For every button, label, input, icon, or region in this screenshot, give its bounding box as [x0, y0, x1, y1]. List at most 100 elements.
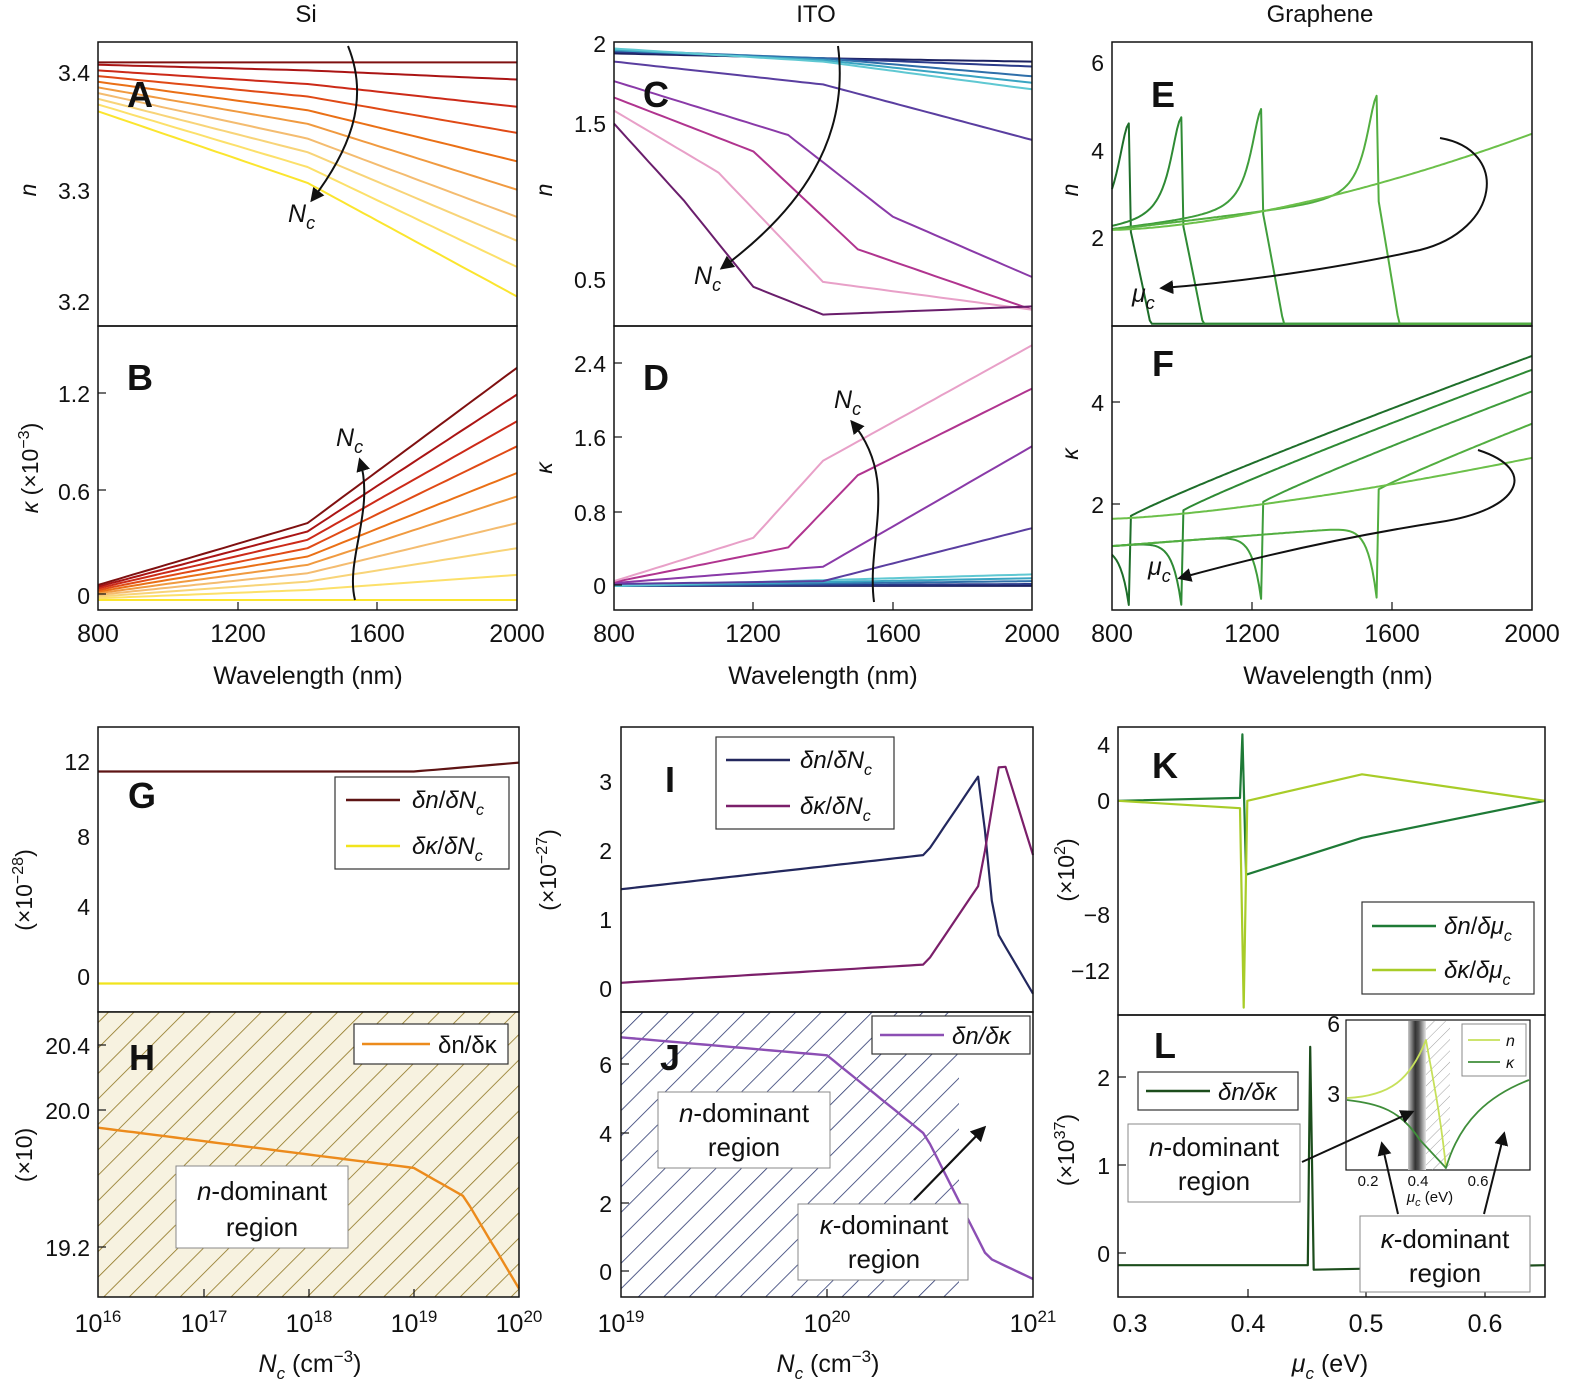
- d-ytick-0: 0: [593, 573, 606, 599]
- c-series-5: [613, 60, 1033, 141]
- f-annotation: μc: [1147, 553, 1171, 586]
- panel-c: C 2 1.5 0.5 n Nc: [531, 31, 1033, 327]
- a-series-6: [97, 92, 518, 218]
- k-ylabel: (×102): [1052, 838, 1079, 901]
- i-ytick-3: 3: [599, 769, 612, 795]
- h-ylabel: (×10): [11, 1128, 37, 1182]
- i-ytick-2: 2: [599, 838, 612, 864]
- l-inset-ytick-3: 3: [1327, 1081, 1340, 1107]
- l-region-k-line1: κ-dominant: [1381, 1224, 1510, 1254]
- j-ytick-6: 6: [599, 1052, 612, 1078]
- panel-c-label: C: [643, 74, 669, 115]
- a-series-9: [97, 110, 518, 298]
- b-ytick-1.2: 1.2: [58, 381, 90, 407]
- j-region-n-line2: region: [708, 1132, 780, 1162]
- c-series-9: [613, 122, 1033, 316]
- b-xtick-800: 800: [77, 620, 119, 648]
- f-xtick-2000: 2000: [1504, 620, 1560, 648]
- panel-l-frame: [1117, 1014, 1546, 1298]
- c-ytick-0.5: 0.5: [574, 267, 606, 293]
- g-legend-dn: δn/δNc: [412, 787, 484, 819]
- l-xtick-0.6: 0.6: [1468, 1310, 1503, 1338]
- g-ytick-0: 0: [77, 964, 90, 990]
- c-series-8: [613, 109, 1033, 311]
- h-region-line1: n-dominant: [197, 1176, 328, 1206]
- c-series-6: [613, 80, 1033, 278]
- d-ytick-1.6: 1.6: [574, 425, 606, 451]
- e-ytick-2: 2: [1091, 225, 1104, 251]
- h-ytick-20.4: 20.4: [45, 1033, 90, 1059]
- a-annotation: Nc: [288, 200, 315, 233]
- b-ytick-0: 0: [77, 583, 90, 609]
- j-region-k-line2: region: [848, 1244, 920, 1274]
- f-series-4: [1112, 456, 1533, 520]
- panel-f: F 4 2 κ μc 800 1200 1600 2000 Wavelength…: [1057, 325, 1560, 690]
- a-series-8: [97, 103, 518, 268]
- panel-l: L 2 1 0 (×1037) δn/δκ n-dominant region …: [1052, 1011, 1546, 1383]
- panel-j-label: J: [660, 1037, 680, 1078]
- i-ytick-1: 1: [599, 907, 612, 933]
- a-arrow: [310, 45, 359, 203]
- k-ytick--12: −12: [1071, 958, 1110, 984]
- l-inset-xtick-0.4: 0.4: [1408, 1173, 1429, 1190]
- c-series-7: [613, 96, 1033, 311]
- l-xtick-0.5: 0.5: [1349, 1310, 1384, 1338]
- g-legend-dk: δκ/δNc: [412, 833, 483, 865]
- k-legend-dk: δκ/δμc: [1444, 957, 1511, 989]
- a-series-7: [97, 97, 518, 242]
- f-xtick-1200: 1200: [1224, 620, 1280, 648]
- b-series-4: [97, 495, 518, 595]
- l-inset-lines: [1346, 1039, 1530, 1169]
- l-ytick-1: 1: [1097, 1153, 1110, 1179]
- panel-k: K 4 0 −8 −12 (×102) δn/δμc δκ/δμc: [1052, 726, 1546, 1016]
- panel-f-frame: [1111, 325, 1533, 611]
- l-region-n-box: [1127, 1123, 1301, 1203]
- l-region-k-box: [1359, 1215, 1531, 1293]
- l-ytick-2: 2: [1097, 1065, 1110, 1091]
- h-ytick-19.2: 19.2: [45, 1235, 90, 1261]
- panel-j: J 6 4 2 0 δn/δκ n-dominant region κ-domi…: [598, 1011, 1056, 1383]
- h-xtick-1e18: 1018: [286, 1307, 333, 1338]
- c-ylabel: n: [531, 184, 557, 197]
- panel-d-lines: [613, 344, 1033, 610]
- e-ytick-4: 4: [1091, 138, 1104, 164]
- e-ytick-6: 6: [1091, 50, 1104, 76]
- b-xtick-1200: 1200: [210, 620, 266, 648]
- l-ytick-0: 0: [1097, 1241, 1110, 1267]
- i-series-1: [620, 765, 1035, 984]
- d-xtick-2000: 2000: [1004, 620, 1060, 648]
- d-ytick-0.8: 0.8: [574, 500, 606, 526]
- panel-i: I 3 2 1 0 (×10−27) δn/δNc δκ/δNc: [534, 726, 1035, 1013]
- e-annotation: μc: [1131, 280, 1155, 313]
- d-ytick-2.4: 2.4: [574, 351, 606, 377]
- a-ytick-3.4: 3.4: [58, 60, 90, 86]
- a-series-1: [97, 63, 518, 81]
- panel-c-lines: [613, 47, 1033, 316]
- b-series-2: [97, 547, 518, 598]
- panel-i-label: I: [665, 759, 675, 800]
- panel-l-label: L: [1154, 1025, 1176, 1066]
- l-arrow-k1: [1377, 1141, 1399, 1215]
- h-xtick-1e20: 1020: [496, 1307, 543, 1338]
- h-region-box: [175, 1165, 349, 1249]
- l-inset: 6 3 0.2 0.4 0.6 μc (eV) n κ: [1327, 1011, 1531, 1209]
- panel-a-label: A: [127, 74, 153, 115]
- l-inset-xtick-0.2: 0.2: [1358, 1173, 1379, 1190]
- e-series-4: [1112, 132, 1533, 231]
- c-arrow: [719, 45, 841, 270]
- g-ytick-12: 12: [64, 749, 90, 775]
- panel-a-lines: [97, 61, 518, 298]
- panel-g-label: G: [128, 775, 156, 816]
- b-arrow: [351, 457, 370, 601]
- b-annotation: Nc: [336, 424, 363, 457]
- f-ytick-2: 2: [1091, 492, 1104, 518]
- panel-b-lines: [97, 366, 518, 610]
- panel-h: H 20.4 20.0 19.2 (×10) δn/δκ n-dominant …: [11, 1011, 543, 1383]
- b-series-9: [97, 366, 518, 586]
- f-xtick-800: 800: [1091, 620, 1133, 648]
- b-series-6: [97, 445, 518, 591]
- panel-b-label: B: [127, 357, 153, 398]
- d-arrow: [850, 419, 880, 603]
- d-xtick-1200: 1200: [725, 620, 781, 648]
- panel-e-label: E: [1151, 74, 1175, 115]
